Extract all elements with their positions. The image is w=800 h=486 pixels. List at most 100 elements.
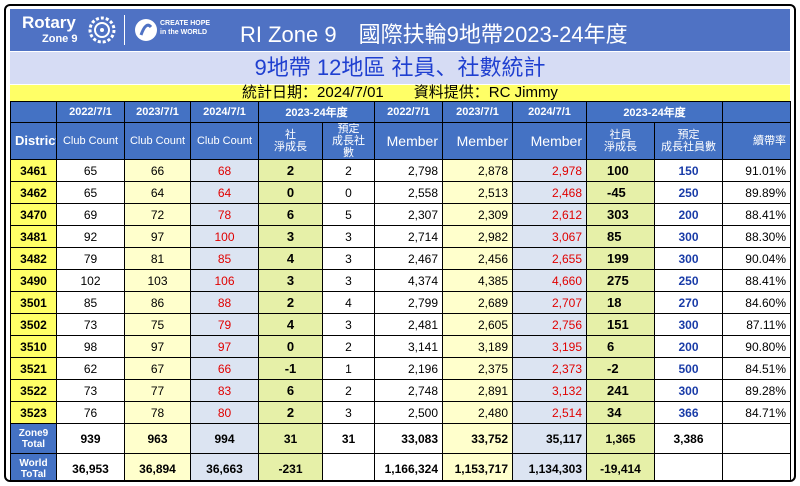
cell: 3522 — [10, 379, 57, 402]
cell — [722, 423, 791, 454]
cell: 0 — [258, 335, 323, 358]
cell: 2,605 — [442, 313, 513, 336]
cell: 85 — [586, 225, 655, 248]
cell: -1 — [258, 357, 323, 380]
cell: 2,982 — [442, 225, 513, 248]
cell: 2,468 — [512, 181, 587, 204]
cell — [722, 453, 791, 480]
cell: 77 — [124, 379, 191, 402]
cell: 2,798 — [374, 159, 443, 182]
cell: 2,467 — [374, 247, 443, 270]
cell: 2,655 — [512, 247, 587, 270]
cell: 31 — [258, 423, 323, 454]
cell: 64 — [190, 181, 259, 204]
cell: 0 — [258, 181, 323, 204]
cell: 預定 成長社員數 — [654, 122, 723, 160]
cell: 85 — [56, 291, 125, 314]
cell — [10, 101, 57, 123]
data-row: 3461 65 66 68 2 2 2,798 2,878 2,978 100 150 91.01% — [10, 159, 791, 182]
cell: 80 — [190, 401, 259, 424]
cell: 36,894 — [124, 453, 191, 480]
cell: 89.28% — [722, 379, 791, 402]
cell: 2,558 — [374, 181, 443, 204]
cell: 4 — [258, 247, 323, 270]
cell: 31 — [322, 423, 375, 454]
cell: 100 — [190, 225, 259, 248]
cell: 3 — [322, 225, 375, 248]
cell: 994 — [190, 423, 259, 454]
cell: 2 — [258, 291, 323, 314]
cell: 300 — [654, 313, 723, 336]
cell: 2,714 — [374, 225, 443, 248]
cell: 1,166,324 — [374, 453, 443, 480]
cell: 6 — [258, 203, 323, 226]
cell: 3502 — [10, 313, 57, 336]
cell: 88.30% — [722, 225, 791, 248]
cell: 2,514 — [512, 401, 587, 424]
cell: 33,752 — [442, 423, 513, 454]
cell: 939 — [56, 423, 125, 454]
cell: 2023-24年度 — [586, 101, 723, 123]
cell: 73 — [56, 313, 125, 336]
cell: 1,134,303 — [512, 453, 587, 480]
cell: 3,195 — [512, 335, 587, 358]
cell: 88.41% — [722, 203, 791, 226]
cell: 2023/7/1 — [442, 101, 513, 123]
cell: 2,891 — [442, 379, 513, 402]
data-row: 3501 85 86 88 2 4 2,799 2,689 2,707 18 270 84.60% — [10, 291, 791, 314]
cell: 4,660 — [512, 269, 587, 292]
cell: 3490 — [10, 269, 57, 292]
cell: 3461 — [10, 159, 57, 182]
cell: -231 — [258, 453, 323, 480]
cell: 36,953 — [56, 453, 125, 480]
cell: 102 — [56, 269, 125, 292]
cell: 250 — [654, 181, 723, 204]
cell: 4 — [258, 313, 323, 336]
cell: World ToTal — [10, 453, 57, 480]
data-row: 3482 79 81 85 4 3 2,467 2,456 2,655 199 300 90.04% — [10, 247, 791, 270]
rotary-wheel — [88, 16, 116, 44]
cell: 續帶率 — [722, 122, 791, 160]
data-row: 3462 65 64 64 0 0 2,558 2,513 2,468 -45 250 89.89% — [10, 181, 791, 204]
cell: 103 — [124, 269, 191, 292]
cell: 69 — [56, 203, 125, 226]
info: 統計日期：2024/7/01 資料提供：RC Jimmy — [10, 85, 790, 101]
cell: 3,067 — [512, 225, 587, 248]
cell: 98 — [56, 335, 125, 358]
cell: 3,141 — [374, 335, 443, 358]
cell: -2 — [586, 357, 655, 380]
cell: 35,117 — [512, 423, 587, 454]
cell: 3462 — [10, 181, 57, 204]
cell: 1 — [322, 357, 375, 380]
cell: 社員 淨成長 — [586, 122, 655, 160]
cell: 預定 成長社數 — [322, 122, 375, 160]
data-row: 3470 69 72 78 6 5 2,307 2,309 2,612 303 200 88.41% — [10, 203, 791, 226]
cell: 2,309 — [442, 203, 513, 226]
total-row: World ToTal 36,953 36,894 36,663 -231 1,166,3… — [10, 453, 791, 480]
cell: 2 — [322, 159, 375, 182]
cell: 36,663 — [190, 453, 259, 480]
cell: 88.41% — [722, 269, 791, 292]
cell: 3 — [322, 247, 375, 270]
cell: 90.04% — [722, 247, 791, 270]
cell: 241 — [586, 379, 655, 402]
cell: 3 — [322, 313, 375, 336]
cell: 1,365 — [586, 423, 655, 454]
cell: 150 — [654, 159, 723, 182]
cell: 500 — [654, 357, 723, 380]
data-row: 3522 73 77 83 6 2 2,748 2,891 3,132 241 300 89.28% — [10, 379, 791, 402]
cell: 4 — [322, 291, 375, 314]
cell: 2,756 — [512, 313, 587, 336]
cell: 65 — [56, 181, 125, 204]
slogan: CREATE HOPE in the WORLD — [160, 20, 211, 36]
cell: 4,385 — [442, 269, 513, 292]
cell: 3482 — [10, 247, 57, 270]
cell: 270 — [654, 291, 723, 314]
cell: 3481 — [10, 225, 57, 248]
column-header-row: District Club Count Club Count Club Count 社 … — [10, 122, 791, 160]
cell: 2 — [258, 159, 323, 182]
cell: 2 — [322, 335, 375, 358]
cell: 88 — [190, 291, 259, 314]
cell: 84.51% — [722, 357, 791, 380]
cell: Member — [512, 122, 587, 160]
